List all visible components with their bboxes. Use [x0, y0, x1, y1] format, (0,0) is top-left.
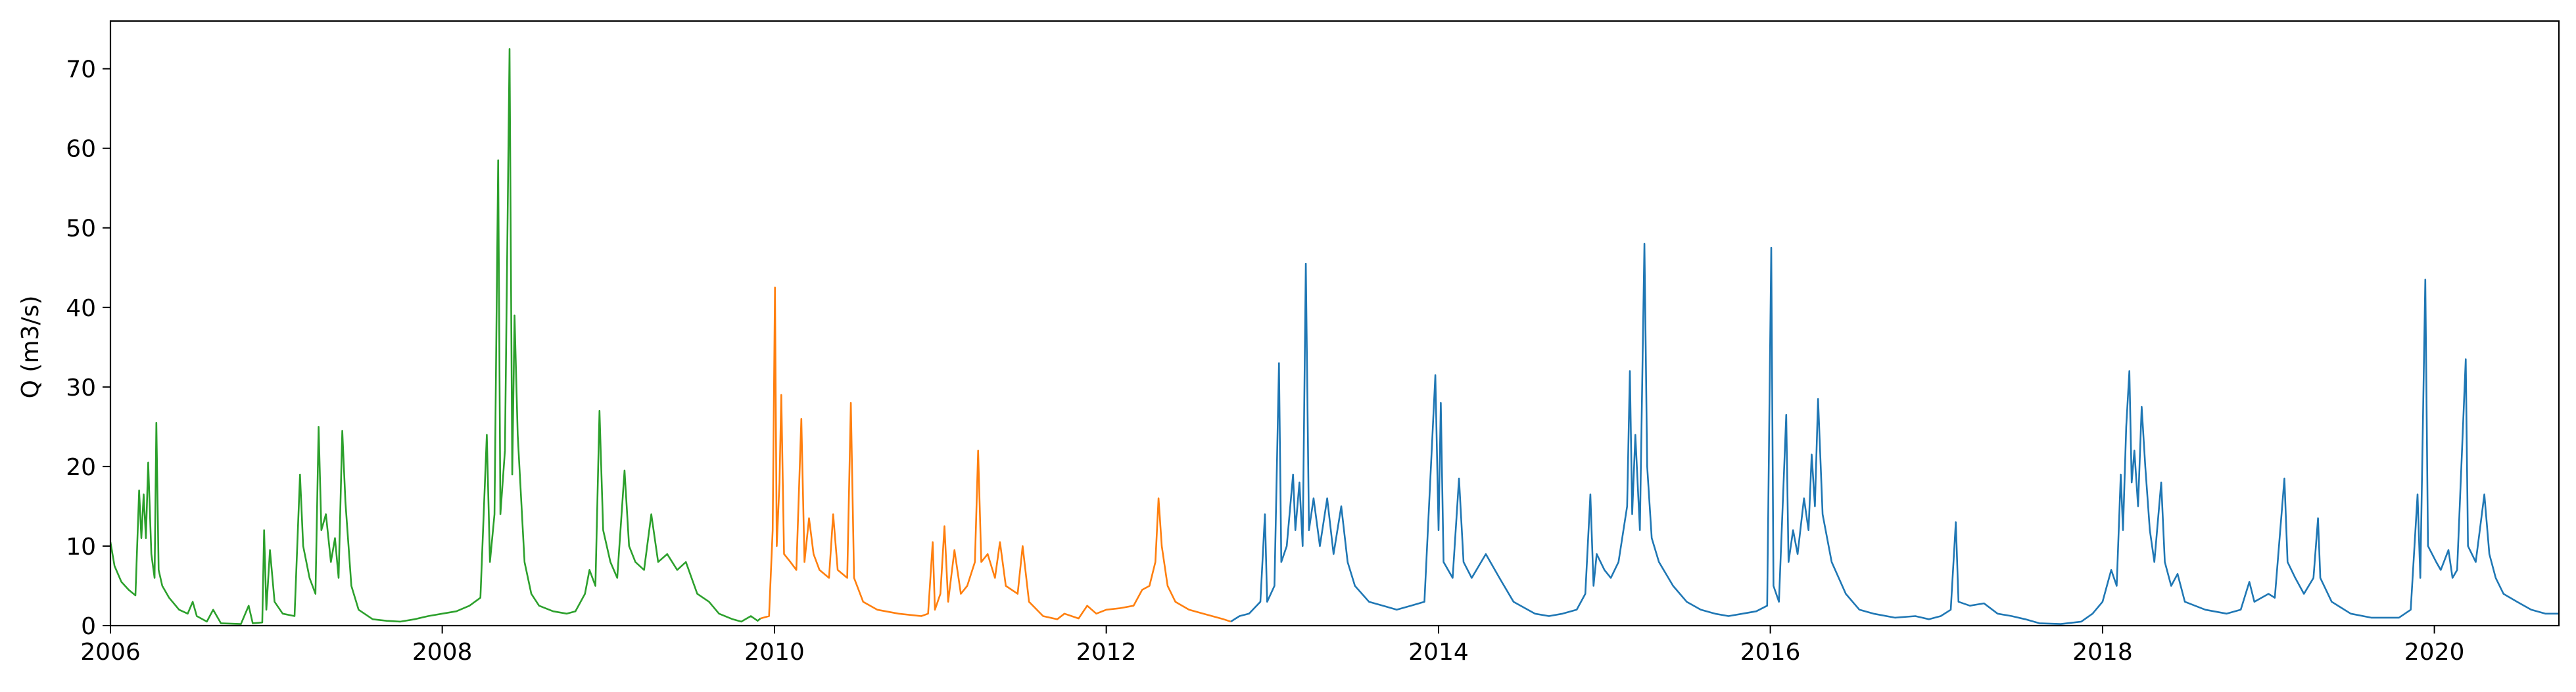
x-tick-label: 2014 [1408, 639, 1469, 666]
y-tick-label: 50 [66, 216, 96, 242]
axes-frame [109, 20, 2560, 627]
series-line-2 [760, 287, 1231, 623]
x-tick-label: 2020 [2404, 639, 2465, 666]
y-tick-label: 30 [66, 375, 96, 402]
y-tick-label: 10 [66, 534, 96, 561]
series-line-3 [1230, 242, 2559, 625]
x-tick-label: 2010 [744, 639, 805, 666]
x-tick-label: 2008 [412, 639, 473, 666]
series-line-1 [110, 48, 761, 625]
y-tick-label: 40 [66, 295, 96, 322]
x-tick-label: 2018 [2072, 639, 2133, 666]
y-tick-label: 0 [81, 613, 96, 640]
y-tick-label: 20 [66, 454, 96, 481]
y-tick-label: 60 [66, 136, 96, 163]
y-tick-label: 70 [66, 57, 96, 83]
x-tick-label: 2016 [1740, 639, 1801, 666]
x-tick-label: 2006 [80, 639, 141, 666]
plot-area: 2006 2008 2010 2012 2014 2016 2018 2020 0 10 20 30 4… [66, 20, 2560, 666]
y-axis-label: Q (m3/s) [17, 296, 44, 399]
series-group [110, 48, 2559, 625]
x-tick-label: 2012 [1076, 639, 1137, 666]
